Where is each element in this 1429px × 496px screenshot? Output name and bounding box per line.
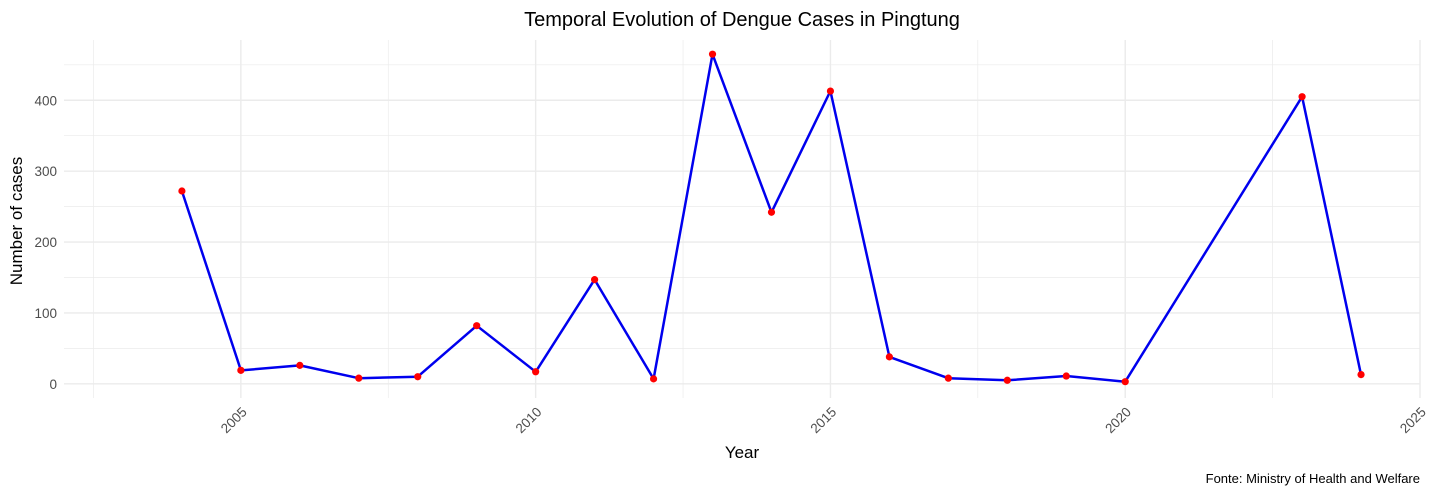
data-point (1298, 93, 1306, 101)
data-point (237, 366, 245, 374)
chart-caption: Fonte: Ministry of Health and Welfare (1206, 471, 1420, 486)
y-tick-label: 300 (34, 164, 57, 179)
x-tick-label: 2010 (513, 404, 545, 436)
y-tick-label: 100 (34, 306, 57, 321)
y-axis-title: Number of cases (7, 157, 26, 286)
data-point (1121, 378, 1129, 386)
data-point (649, 375, 658, 383)
data-point (532, 368, 540, 376)
x-axis-title: Year (725, 443, 760, 462)
data-point (1003, 376, 1011, 384)
data-point (826, 87, 835, 95)
data-point (1062, 372, 1070, 380)
data-point (767, 208, 776, 216)
y-tick-label: 400 (34, 93, 57, 108)
data-point (473, 322, 481, 330)
data-point (414, 373, 422, 381)
data-point (178, 187, 186, 195)
y-axis-ticks: 0 100 200 300 400 (34, 93, 57, 392)
x-axis-ticks: 2005 2010 2015 2020 2025 (218, 404, 1429, 436)
series-layer (178, 50, 1365, 386)
data-point (885, 353, 893, 361)
data-point (355, 374, 363, 382)
data-point (708, 50, 717, 58)
data-point (944, 374, 952, 382)
x-tick-label: 2015 (807, 404, 839, 436)
data-point (296, 361, 304, 369)
data-point (1357, 371, 1365, 379)
x-tick-label: 2020 (1102, 404, 1134, 436)
minor-gridlines (64, 40, 1420, 398)
data-point (591, 276, 599, 284)
x-tick-label: 2025 (1397, 404, 1429, 436)
major-gridlines (64, 40, 1421, 398)
y-tick-label: 200 (34, 235, 57, 250)
series-line (180, 52, 1363, 383)
chart-title: Temporal Evolution of Dengue Cases in Pi… (524, 9, 960, 31)
x-tick-label: 2005 (218, 404, 250, 436)
y-tick-label: 0 (49, 377, 57, 392)
